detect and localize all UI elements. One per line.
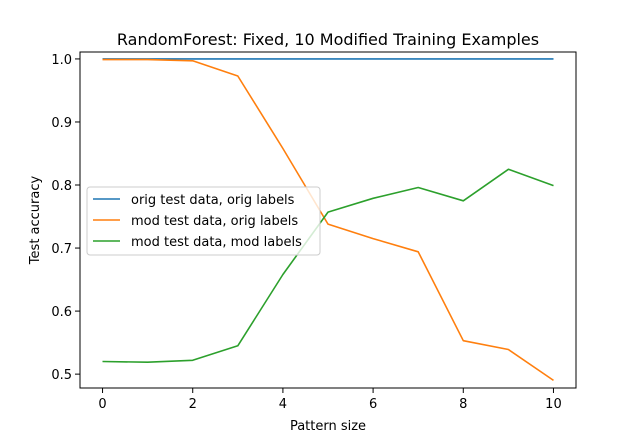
legend: orig test data, orig labels mod test data… — [86, 186, 321, 256]
y-tick-label: 0.7 — [51, 242, 72, 257]
x-tick-label: 2 — [189, 397, 197, 412]
y-tick-label: 0.8 — [51, 179, 72, 194]
legend-label: orig test data, orig labels — [131, 193, 295, 208]
y-tick-label: 0.6 — [51, 305, 72, 320]
series-line-2 — [102, 58, 554, 382]
series-lines — [102, 58, 554, 382]
series-line-3 — [102, 168, 554, 364]
x-axis-ticks: 0 2 4 6 8 10 — [98, 388, 562, 412]
plot-frame — [79, 51, 577, 389]
x-axis-label: Pattern size — [290, 419, 366, 434]
y-axis-ticks: 0.5 0.6 0.7 0.8 0.9 1.0 — [51, 53, 80, 383]
y-tick-label: 1.0 — [51, 53, 72, 68]
chart-title: RandomForest: Fixed, 10 Modified Trainin… — [117, 30, 539, 49]
y-axis-label: Test accuracy — [28, 176, 43, 266]
x-tick-label: 6 — [369, 397, 377, 412]
x-tick-label: 4 — [279, 397, 287, 412]
x-tick-label: 10 — [545, 397, 562, 412]
legend-label: mod test data, mod labels — [131, 235, 302, 250]
x-tick-label: 0 — [98, 397, 106, 412]
legend-box — [86, 186, 321, 256]
y-tick-label: 0.5 — [51, 368, 72, 383]
x-tick-label: 8 — [459, 397, 467, 412]
y-tick-label: 0.9 — [51, 116, 72, 131]
legend-label: mod test data, orig labels — [131, 214, 298, 229]
